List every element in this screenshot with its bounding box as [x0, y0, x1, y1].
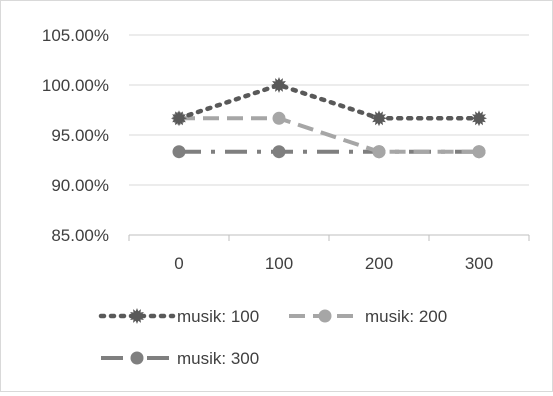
x-tick-label: 0 [174, 254, 183, 273]
x-tick-label: 100 [265, 254, 293, 273]
data-point-marker [172, 145, 186, 159]
legend-label: musik: 100 [177, 307, 259, 326]
series-line [179, 116, 479, 154]
data-point-marker [471, 110, 487, 127]
data-point-marker [272, 145, 286, 159]
data-point-marker [171, 110, 187, 127]
y-tick-label: 100.00% [42, 76, 109, 95]
data-point-marker [472, 145, 486, 159]
legend-marker [129, 308, 145, 324]
legend-marker [130, 351, 144, 365]
data-point-marker [371, 110, 387, 127]
y-tick-label: 85.00% [51, 226, 109, 245]
data-point-marker [272, 111, 286, 125]
y-tick-label: 90.00% [51, 176, 109, 195]
series-line [176, 82, 482, 121]
data-point-marker [271, 77, 287, 93]
x-tick-label: 200 [365, 254, 393, 273]
x-tick-label: 300 [465, 254, 493, 273]
legend-label: musik: 300 [177, 349, 259, 368]
legend-marker [318, 309, 332, 323]
y-tick-label: 95.00% [51, 126, 109, 145]
data-point-marker [372, 145, 386, 159]
y-tick-label: 105.00% [42, 26, 109, 45]
legend-label: musik: 200 [365, 307, 447, 326]
